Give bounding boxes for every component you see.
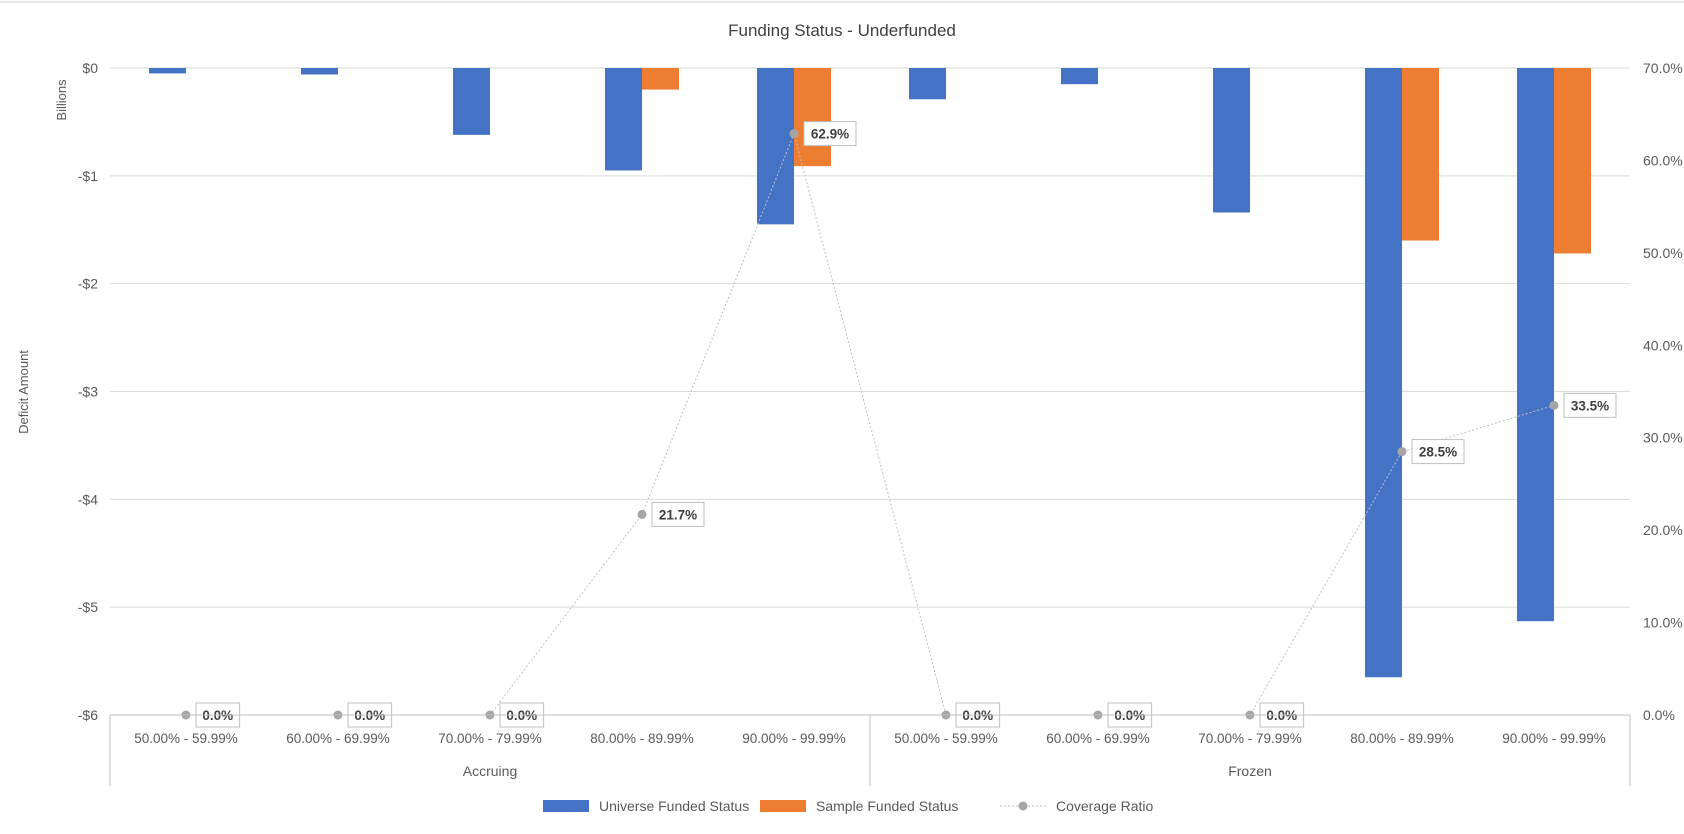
coverage-ratio-label-box: [803, 121, 857, 147]
universe-funded-bar: [1213, 68, 1250, 213]
coverage-ratio-marker: [789, 129, 799, 139]
coverage-ratio-data-label: 21.7%: [659, 507, 697, 522]
y-left-tick-label: -$5: [78, 599, 98, 615]
x-tick-label: 90.00% - 99.99%: [1502, 731, 1606, 746]
universe-funded-bar: [453, 68, 490, 135]
universe-funded-bar: [301, 68, 338, 75]
y-left-tick-label: -$3: [78, 384, 98, 400]
coverage-ratio-marker: [1397, 447, 1407, 457]
x-tick-label: 60.00% - 69.99%: [286, 731, 390, 746]
legend-label: Sample Funded Status: [816, 798, 958, 814]
coverage-ratio-label-box: [651, 501, 705, 527]
sample-funded-bar: [1402, 68, 1439, 241]
y-left-tick-label: -$1: [78, 168, 98, 184]
universe-funded-bar: [1517, 68, 1554, 622]
y-left-tick-label: -$4: [78, 491, 98, 507]
sample-funded-bar: [1554, 68, 1591, 254]
universe-funded-bar: [757, 68, 794, 225]
coverage-ratio-marker: [1549, 400, 1559, 410]
x-group-label: Frozen: [1228, 763, 1272, 779]
coverage-ratio-data-label: 62.9%: [811, 127, 849, 142]
x-tick-label: 80.00% - 89.99%: [1350, 731, 1454, 746]
coverage-ratio-marker: [637, 509, 647, 519]
universe-funded-bar: [1365, 68, 1402, 678]
sample-funded-bar: [642, 68, 679, 90]
y-left-tick-label: -$2: [78, 276, 98, 292]
x-group-label: Accruing: [463, 763, 517, 779]
y-left-tick-label: -$6: [78, 707, 98, 723]
y-right-tick-label: 50.0%: [1643, 245, 1683, 261]
x-tick-label: 50.00% - 59.99%: [134, 731, 238, 746]
legend-swatch-universe: [543, 800, 589, 812]
y-right-tick-label: 70.0%: [1643, 60, 1683, 76]
coverage-ratio-data-label: 33.5%: [1571, 398, 1609, 413]
universe-funded-bar: [1061, 68, 1098, 85]
y-left-tick-label: $0: [82, 60, 98, 76]
coverage-ratio-data-label: 28.5%: [1419, 445, 1457, 460]
y-axis-unit-label: Billions: [54, 79, 69, 121]
x-tick-label: 70.00% - 79.99%: [438, 731, 542, 746]
y-right-tick-label: 40.0%: [1643, 337, 1683, 353]
y-right-tick-label: 10.0%: [1643, 615, 1683, 631]
legend-label: Universe Funded Status: [599, 798, 749, 814]
coverage-ratio-label-box: [1563, 392, 1617, 418]
universe-funded-bar: [909, 68, 946, 100]
y-right-tick-label: 0.0%: [1643, 707, 1675, 723]
coverage-ratio-label-box: [1411, 439, 1465, 465]
y-right-tick-label: 20.0%: [1643, 522, 1683, 538]
y-axis-title: Deficit Amount: [16, 350, 31, 434]
x-tick-label: 50.00% - 59.99%: [894, 731, 998, 746]
x-tick-label: 60.00% - 69.99%: [1046, 731, 1150, 746]
legend-swatch-coverage-marker: [1018, 801, 1028, 811]
x-tick-label: 90.00% - 99.99%: [742, 731, 846, 746]
legend-swatch-sample: [760, 800, 806, 812]
x-tick-label: 80.00% - 89.99%: [590, 731, 694, 746]
y-right-tick-label: 60.0%: [1643, 152, 1683, 168]
chart-title: Funding Status - Underfunded: [728, 21, 956, 40]
universe-funded-bar: [149, 68, 186, 74]
y-right-tick-label: 30.0%: [1643, 430, 1683, 446]
universe-funded-bar: [605, 68, 642, 171]
sample-funded-bar: [794, 68, 831, 167]
x-tick-label: 70.00% - 79.99%: [1198, 731, 1302, 746]
legend-label: Coverage Ratio: [1056, 798, 1153, 814]
